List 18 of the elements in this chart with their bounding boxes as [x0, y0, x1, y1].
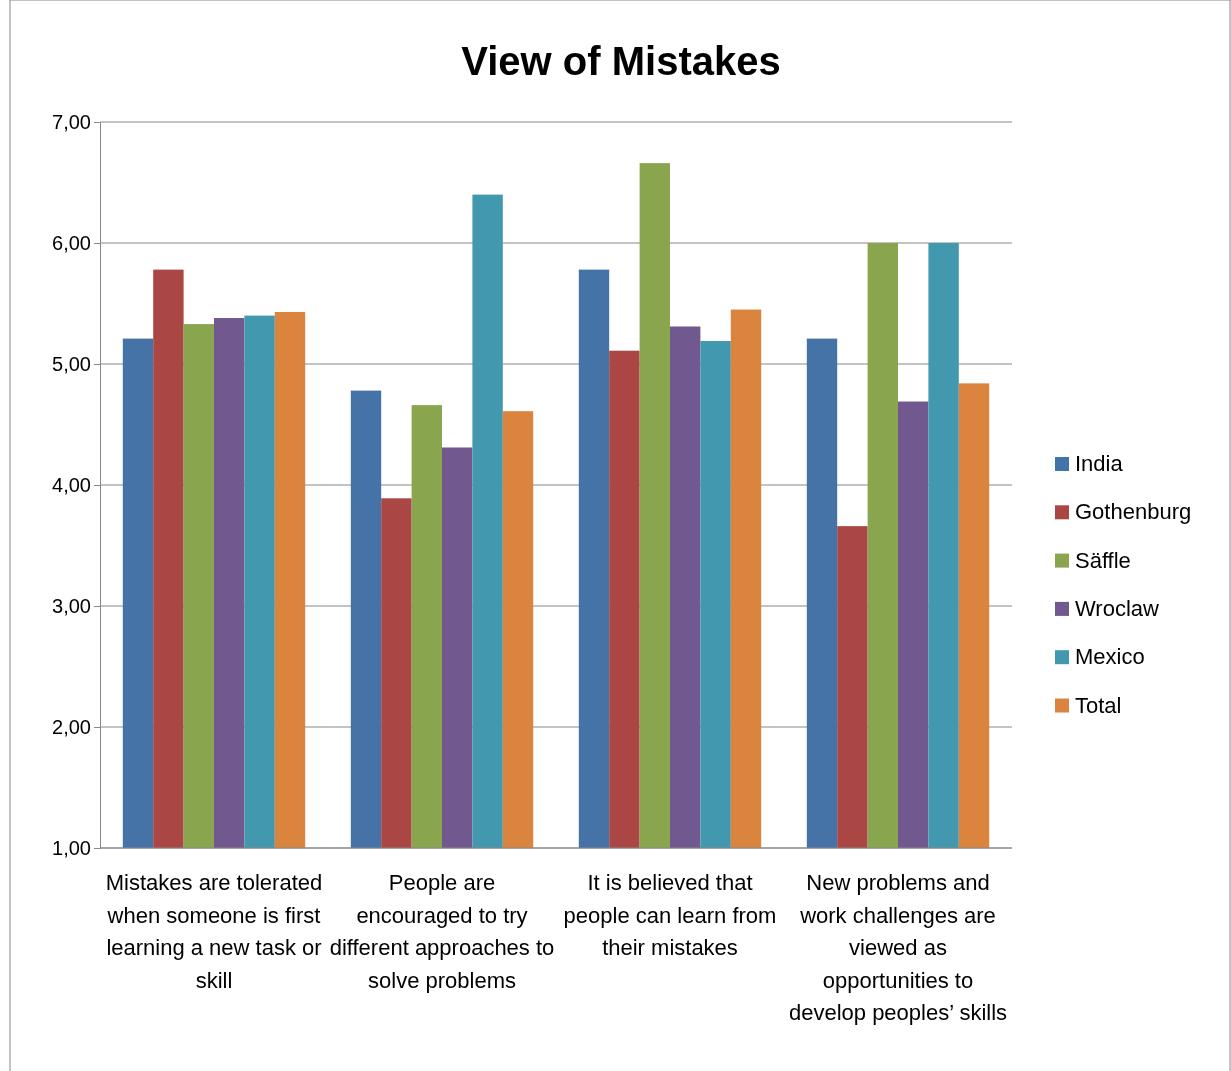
legend-label: Total	[1075, 692, 1122, 718]
legend-label: Mexico	[1075, 644, 1145, 670]
y-tick-label: 7,00	[52, 110, 91, 133]
x-tick-label: Mistakes are tolerated when someone is first learning a new task or skill	[105, 870, 323, 993]
y-tick-label: 5,00	[52, 352, 91, 375]
y-tick-label: 6,00	[52, 231, 91, 254]
legend-label: India	[1075, 451, 1124, 476]
y-tick-label: 4,00	[52, 473, 91, 496]
y-tick-label: 3,00	[52, 594, 91, 617]
x-tick-label: People are encouraged to try different approaches to solve problems	[329, 870, 555, 993]
x-tick-label: New problems and work challenges are viewed as opportunities to develop peoples’ skills	[788, 870, 1008, 1025]
legend-label: Wroclaw	[1075, 595, 1160, 621]
x-tick-label: It is believed that people can learn from their mistakes	[563, 870, 777, 960]
y-tick-label: 1,00	[52, 836, 91, 859]
legend-label: Gothenburg	[1075, 499, 1192, 525]
legend-label: Säffle	[1075, 547, 1131, 573]
y-tick-label: 2,00	[52, 715, 91, 738]
chart-title: View of Mistakes	[461, 39, 781, 83]
